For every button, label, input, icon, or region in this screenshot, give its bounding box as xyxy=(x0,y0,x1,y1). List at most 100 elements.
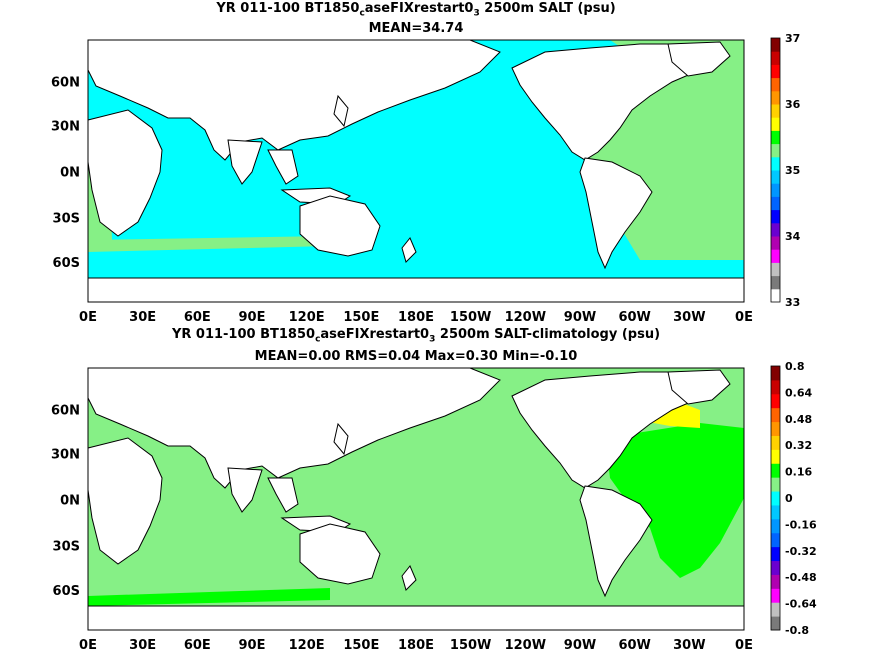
top-panel-title: YR 011-100 BT1850caseFIXrestart03 2500m … xyxy=(216,1,616,19)
colorbar-swatch xyxy=(771,275,780,290)
colorbar-swatch xyxy=(771,463,780,478)
colorbar-swatch xyxy=(771,532,780,548)
colorbar-label: 33 xyxy=(785,296,800,309)
lon-label-5: 150E xyxy=(343,310,379,325)
lon-label-11: 30W xyxy=(673,310,705,325)
colorbar-label: -0.64 xyxy=(785,598,817,611)
colorbar-swatch xyxy=(771,143,780,158)
colorbar-swatch xyxy=(771,249,780,263)
lat-label-30n: 30N xyxy=(51,447,80,462)
colorbar-swatch xyxy=(771,90,780,105)
lon-label-3: 90E xyxy=(239,310,266,325)
colorbar-frame xyxy=(770,37,781,303)
colorbar-label: 34 xyxy=(785,230,801,243)
colorbar-swatch xyxy=(771,574,780,589)
lon-label-10: 60W xyxy=(618,638,650,653)
colorbar-swatch xyxy=(771,366,780,381)
lon-label-4: 120E xyxy=(289,638,325,653)
colorbar-swatch xyxy=(771,616,780,631)
top-colorbar: 37 36 35 34 33 xyxy=(770,32,801,309)
colorbar-label: 0.64 xyxy=(785,386,812,399)
lon-label-4: 120E xyxy=(289,310,325,325)
lon-label-0: 0E xyxy=(79,638,97,653)
colorbar-swatch xyxy=(771,602,780,617)
colorbar-label: 0.32 xyxy=(785,439,812,452)
colorbar-swatch xyxy=(771,379,780,395)
bottom-panel-title: YR 011-100 BT1850caseFIXrestart03 2500m … xyxy=(171,327,661,345)
colorbar-label: 0.48 xyxy=(785,413,812,426)
lon-label-7: 150W xyxy=(450,638,491,653)
colorbar-swatch xyxy=(771,170,780,184)
colorbar-frame xyxy=(770,365,781,631)
colorbar-swatch xyxy=(771,588,780,603)
lat-label-30n: 30N xyxy=(51,119,80,134)
colorbar-label: 37 xyxy=(785,32,800,45)
lon-label-10: 60W xyxy=(618,310,650,325)
lon-label-5: 150E xyxy=(343,638,379,653)
top-map xyxy=(87,39,745,303)
lat-label-60n: 60N xyxy=(51,403,80,418)
colorbar-swatch xyxy=(771,183,780,197)
lon-label-8: 120W xyxy=(505,638,546,653)
lon-label-9: 90W xyxy=(564,310,596,325)
bottom-map xyxy=(87,367,745,631)
lon-label-8: 120W xyxy=(505,310,546,325)
bottom-atlantic-anomaly xyxy=(605,423,744,578)
lon-label-6: 180E xyxy=(398,310,434,325)
colorbar-label: 0.16 xyxy=(785,466,812,479)
colorbar-label: 35 xyxy=(785,164,800,177)
colorbar-label: 0 xyxy=(785,492,793,505)
colorbar-swatch xyxy=(771,77,780,92)
lon-label-1: 30E xyxy=(129,310,156,325)
lat-label-0n: 0N xyxy=(60,494,80,509)
lat-label-60n: 60N xyxy=(51,75,80,90)
colorbar-swatch xyxy=(771,209,780,224)
colorbar-swatch xyxy=(771,130,780,145)
colorbar-swatch xyxy=(771,518,780,534)
lon-label-6: 180E xyxy=(398,638,434,653)
lat-label-30s: 30S xyxy=(53,211,80,226)
lon-label-12: 0E xyxy=(735,310,753,325)
lon-label-11: 30W xyxy=(673,638,705,653)
colorbar-swatch xyxy=(771,560,780,575)
colorbar-swatch xyxy=(771,196,780,211)
colorbar-label: -0.32 xyxy=(785,545,817,558)
top-map-frame xyxy=(87,39,745,303)
top-panel-stats: MEAN=34.74 xyxy=(368,21,464,36)
colorbar-swatch xyxy=(771,435,780,450)
colorbar-label: -0.8 xyxy=(785,624,809,637)
colorbar-swatch xyxy=(771,449,780,464)
lon-label-12: 0E xyxy=(735,638,753,653)
colorbar-label: -0.48 xyxy=(785,571,817,584)
lat-label-0n: 0N xyxy=(60,166,80,181)
lat-label-60s: 60S xyxy=(53,256,80,271)
colorbar-swatch xyxy=(771,491,780,506)
colorbar-swatch xyxy=(771,262,780,277)
bottom-panel-stats: MEAN=0.00 RMS=0.04 Max=0.30 Min=-0.10 xyxy=(254,349,578,364)
colorbar-swatch xyxy=(771,477,780,492)
bottom-colorbar: 0.8 0.64 0.48 0.32 0.16 0 -0.16 -0.32 -0.48 -0.64… xyxy=(770,360,817,637)
colorbar-swatch xyxy=(771,117,780,131)
lat-label-30s: 30S xyxy=(53,539,80,554)
bottom-map-frame xyxy=(87,367,745,631)
colorbar-swatch xyxy=(771,407,780,423)
lat-label-60s: 60S xyxy=(53,584,80,599)
lon-label-1: 30E xyxy=(129,638,156,653)
colorbar-swatch xyxy=(771,421,780,436)
colorbar-swatch xyxy=(771,236,780,250)
top-atlantic-region xyxy=(575,40,744,260)
lon-label-7: 150W xyxy=(450,310,491,325)
colorbar-label: 36 xyxy=(785,98,801,111)
colorbar-swatch xyxy=(771,156,780,171)
colorbar-swatch xyxy=(771,546,780,562)
colorbar-swatch xyxy=(771,51,780,65)
lon-label-2: 60E xyxy=(184,310,211,325)
lon-label-3: 90E xyxy=(239,638,266,653)
lon-label-9: 90W xyxy=(564,638,596,653)
colorbar-swatch xyxy=(771,393,780,409)
colorbar-label: -0.16 xyxy=(785,518,817,531)
colorbar-swatch xyxy=(771,222,780,237)
colorbar-swatch xyxy=(771,38,780,52)
colorbar-swatch xyxy=(771,64,780,79)
